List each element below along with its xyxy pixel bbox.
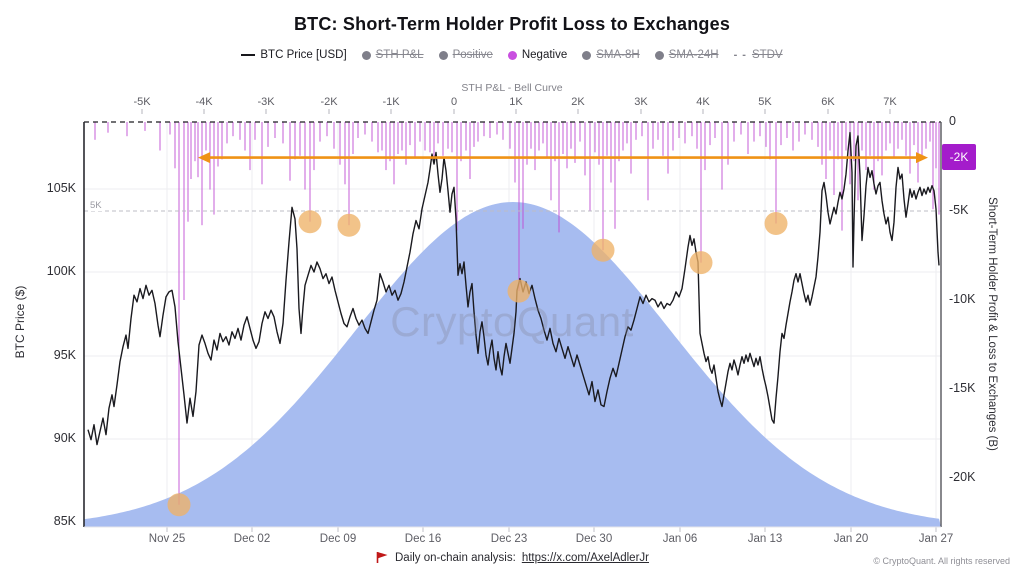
legend-label: SMA-8H — [596, 49, 640, 61]
legend-item-sth-p-l[interactable]: STH P&L — [361, 49, 424, 61]
current-value-badge: -2K — [942, 144, 976, 170]
footer-text: Daily on-chain analysis: — [395, 551, 516, 564]
event-marker — [507, 279, 531, 303]
legend-item-negative[interactable]: Negative — [507, 49, 568, 61]
legend-label: Negative — [521, 49, 568, 61]
bell-curve-area — [84, 202, 941, 527]
top-axis-title: STH P&L - Bell Curve — [461, 82, 563, 94]
legend-item-positive[interactable]: Positive — [438, 49, 493, 61]
legend-item-sma-8h[interactable]: SMA-8H — [582, 49, 640, 61]
footer-link[interactable]: https://x.com/AxelAdlerJr — [521, 551, 649, 564]
legend-item-btc-price-usd-[interactable]: BTC Price [USD] — [241, 49, 347, 61]
event-marker — [689, 251, 713, 275]
footer: Daily on-chain analysis: https://x.com/A… — [0, 551, 1024, 564]
event-marker — [764, 212, 788, 235]
event-marker — [591, 238, 615, 262]
event-marker — [167, 493, 191, 517]
legend-marker: - - — [733, 49, 747, 61]
event-marker — [298, 210, 322, 234]
legend-label: STH P&L — [375, 49, 424, 61]
legend-marker — [438, 50, 448, 60]
legend-label: BTC Price [USD] — [260, 49, 347, 61]
legend: BTC Price [USD] STH P&L Positive Negative SM… — [0, 49, 1024, 61]
legend-label: SMA-24H — [668, 49, 719, 61]
legend-marker — [582, 50, 592, 60]
legend-marker — [654, 50, 664, 60]
event-marker — [337, 213, 361, 237]
watermark: CryptoQuant — [390, 298, 634, 345]
legend-marker — [361, 50, 371, 60]
legend-item-stdv[interactable]: - - STDV — [734, 49, 783, 61]
legend-item-sma-24h[interactable]: SMA-24H — [654, 49, 719, 61]
legend-marker — [241, 54, 256, 56]
btc-price-line — [87, 131, 940, 446]
page-title: BTC: Short-Term Holder Profit Loss to Ex… — [293, 14, 731, 34]
threshold-label: 5K — [88, 200, 104, 211]
legend-label: Positive — [452, 49, 493, 61]
legend-marker — [507, 50, 517, 60]
copyright-note: © CryptoQuant. All rights reserved — [873, 556, 1010, 566]
legend-label: STDV — [751, 49, 783, 61]
flag-icon — [376, 552, 388, 563]
